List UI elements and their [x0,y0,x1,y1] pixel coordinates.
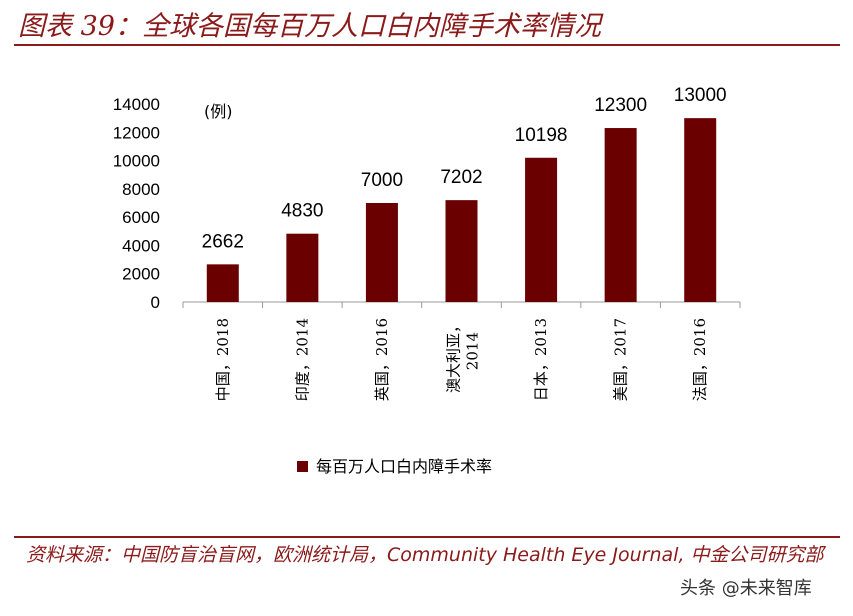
figure-title: 图表 39：全球各国每百万人口白内障手术率情况 [18,11,601,42]
category-label-text: 印度，2014 [293,318,311,401]
category-label: 美国，2017 [612,318,630,401]
category-label: 英国，2016 [373,318,391,401]
data-label: 2662 [202,231,244,252]
category-label: 法国，2016 [691,318,709,401]
data-label: 4830 [281,201,323,222]
category-label-text: 法国，2016 [691,318,709,401]
bar [684,118,717,303]
bar [286,233,319,302]
data-label: 10198 [515,125,568,146]
footer-rule [14,536,840,538]
data-label: 7000 [361,170,403,191]
y-tick-label: 8000 [122,180,160,199]
category-label: 澳大利亚，2014 [445,318,482,393]
bar [365,203,398,302]
data-label: 13000 [674,85,727,106]
category-label-text: 美国，2017 [612,318,630,401]
bar [206,264,239,302]
y-unit-label: (例) [204,102,233,121]
watermark: 头条 @未来智库 [680,578,812,599]
y-tick-label: 2000 [122,265,160,284]
title-rule [14,44,840,46]
bar-chart: 0 2000 4000 6000 8000 10000 12000 14000 (例) 2662 中… [113,85,741,476]
bar [604,128,637,302]
legend-label: 每百万人口白内障手术率 [316,457,492,476]
category-label-text: 中国，2018 [214,318,232,401]
category-label-text: 澳大利亚，2014 [445,318,482,393]
data-label: 7202 [440,167,482,188]
category-label: 日本，2013 [532,318,550,401]
category-label-text: 日本，2013 [532,318,550,401]
legend-swatch [297,461,308,472]
y-tick-label: 4000 [122,236,160,255]
y-tick-label: 14000 [113,95,160,114]
category-label: 中国，2018 [214,318,232,401]
category-label-text: 英国，2016 [373,318,391,401]
y-tick-label: 12000 [113,123,160,142]
bar [525,157,558,302]
y-tick-label: 0 [151,293,160,312]
data-label: 12300 [594,95,647,116]
category-label: 印度，2014 [293,318,311,401]
y-tick-label: 10000 [113,152,160,171]
source-note: 资料来源：中国防盲治盲网，欧洲统计局，Community Health Eye … [26,544,824,566]
y-tick-label: 6000 [122,208,160,227]
bar [445,200,478,302]
